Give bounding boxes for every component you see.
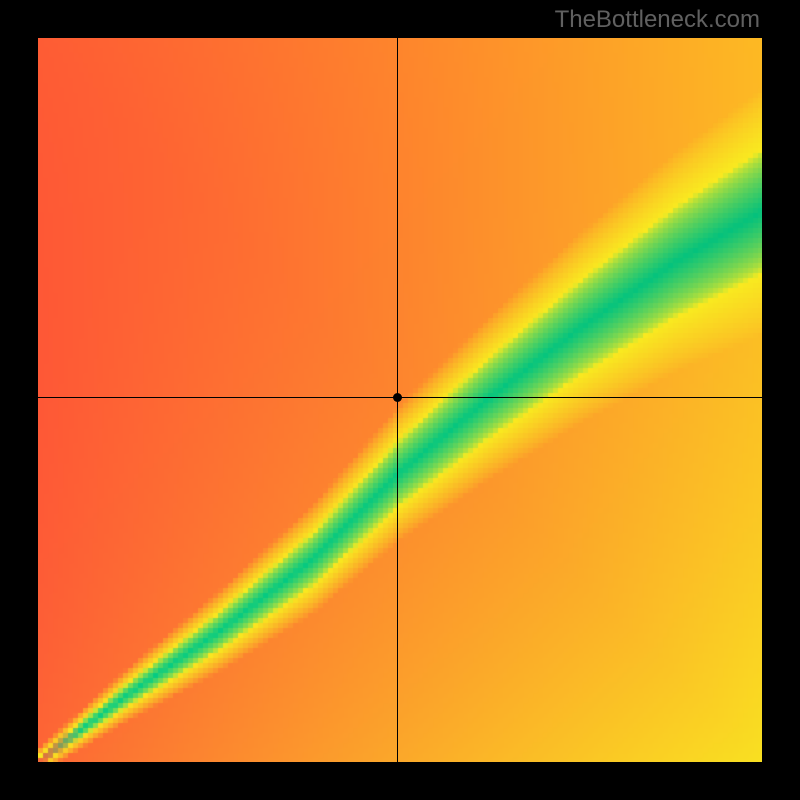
watermark-text: TheBottleneck.com — [555, 6, 760, 34]
